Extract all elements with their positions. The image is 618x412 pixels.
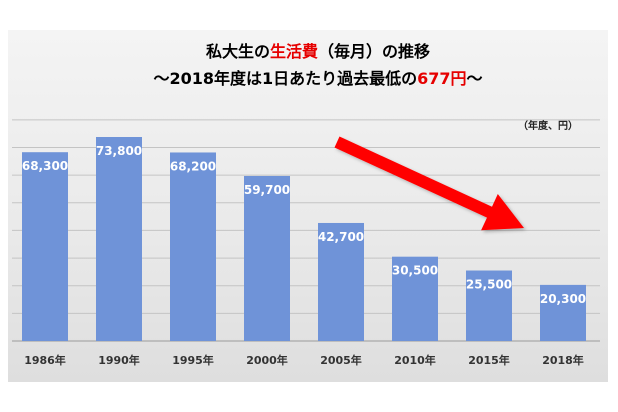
x-axis-ticks: 1986年 1990年 1995年 2000年 2005年 2010年 2015年 2018年 (24, 353, 584, 367)
value-label-0: 68,300 (22, 159, 68, 173)
downward-trend-arrow (334, 136, 524, 231)
x-tick-0: 1986年 (24, 353, 66, 367)
value-label-2: 68,200 (170, 159, 216, 173)
bar-7 (540, 284, 586, 341)
bar-2 (170, 152, 216, 341)
value-label-7: 20,300 (540, 292, 586, 306)
x-tick-2: 1995年 (172, 353, 214, 367)
data-labels: 68,300 73,800 68,200 59,700 42,700 30,500 25,5… (22, 144, 586, 306)
chart-subtitle: ～2018年度は1日あたり過去最低の677円～ (153, 69, 482, 88)
value-label-5: 30,500 (392, 264, 438, 278)
bar-0 (22, 152, 68, 341)
value-label-6: 25,500 (466, 278, 512, 292)
bar-5 (392, 256, 438, 341)
value-label-4: 42,700 (318, 230, 364, 244)
value-label-3: 59,700 (244, 183, 290, 197)
x-tick-4: 2005年 (320, 353, 362, 367)
x-tick-6: 2015年 (468, 353, 510, 367)
bar-1 (96, 137, 142, 341)
subtitle-part-2: ～ (467, 69, 483, 88)
subtitle-part-0: ～2018年度は1日あたり過去最低の (153, 69, 417, 88)
x-tick-1: 1990年 (98, 353, 140, 367)
unit-label: （年度、円） (518, 119, 578, 132)
subtitle-part-1: 677円 (417, 69, 466, 88)
x-tick-5: 2010年 (394, 353, 436, 367)
title-part-2: （毎月）の推移 (318, 42, 430, 61)
bar-4 (318, 222, 364, 341)
bar-3 (244, 175, 290, 341)
bars (22, 137, 586, 341)
x-tick-3: 2000年 (246, 353, 288, 367)
bar-6 (466, 270, 512, 341)
title-part-1: 生活費 (270, 42, 318, 61)
value-label-1: 73,800 (96, 144, 142, 158)
title-part-0: 私大生の (206, 42, 270, 61)
x-tick-7: 2018年 (542, 353, 584, 367)
chart-title: 私大生の生活費（毎月）の推移 (206, 42, 430, 61)
